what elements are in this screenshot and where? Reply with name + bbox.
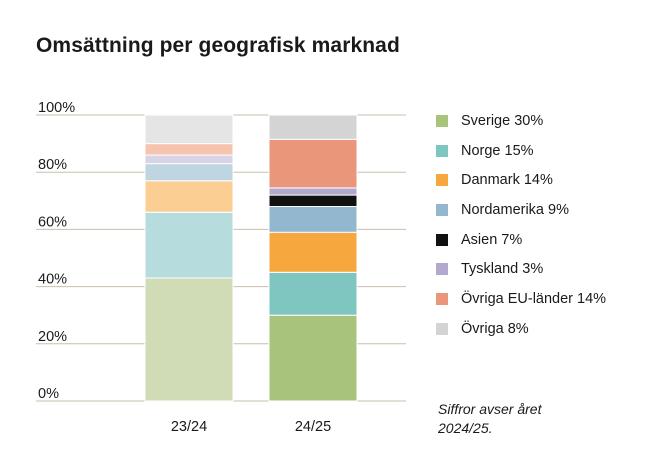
legend-swatch [436,203,448,216]
legend-swatch [436,233,448,246]
bar-segment [268,314,358,402]
chart-title: Omsättning per geografisk marknad [36,34,400,57]
legend-label: Nordamerika 9% [461,201,569,218]
bar-segment [268,138,358,189]
y-tick-label: 100% [38,100,75,116]
y-tick-label: 40% [38,272,67,288]
bar-segment [268,114,358,140]
legend-swatch [436,263,448,276]
legend-swatch [436,292,448,305]
legend-swatch [436,114,448,127]
bar-segment [268,194,358,208]
bar-segment [268,271,358,316]
legend-item: Asien 7% [436,225,606,255]
bar-segment [144,154,234,165]
bar-segment [144,143,234,156]
y-tick-label: 80% [38,157,67,173]
legend-item: Danmark 14% [436,165,606,195]
x-tick-label: 24/25 [295,419,331,435]
legend-item: Norge 15% [436,136,606,166]
bar-segment [268,187,358,196]
legend-swatch [436,322,448,335]
bar-segment [144,114,234,145]
legend-label: Norge 15% [461,142,534,159]
footnote: Siffror avser året 2024/25. [438,401,542,436]
bar-segment [144,180,234,213]
bar-segment [268,206,358,233]
legend-swatch [436,144,448,157]
legend: Sverige 30% Norge 15% Danmark 14% Nordameri… [436,106,606,344]
legend-item: Övriga 8% [436,314,606,344]
legend-item: Sverige 30% [436,106,606,136]
legend-label: Övriga EU-länder 14% [461,290,607,307]
bar-segment [144,277,234,402]
bar-segment [268,231,358,273]
legend-label: Tyskland 3% [461,261,544,278]
legend-label: Övriga 8% [461,320,529,337]
bar-segment [144,163,234,182]
x-tick-label: 23/24 [171,419,207,435]
bar-segment [144,211,234,279]
legend-label: Danmark 14% [461,172,553,189]
y-tick-label: 0% [38,386,59,402]
legend-item: Övriga EU-länder 14% [436,284,606,314]
legend-swatch [436,174,448,187]
y-tick-label: 20% [38,329,67,345]
legend-label: Sverige 30% [461,112,544,129]
legend-label: Asien 7% [461,231,523,248]
legend-item: Tyskland 3% [436,254,606,284]
y-tick-label: 60% [38,214,67,230]
legend-item: Nordamerika 9% [436,195,606,225]
